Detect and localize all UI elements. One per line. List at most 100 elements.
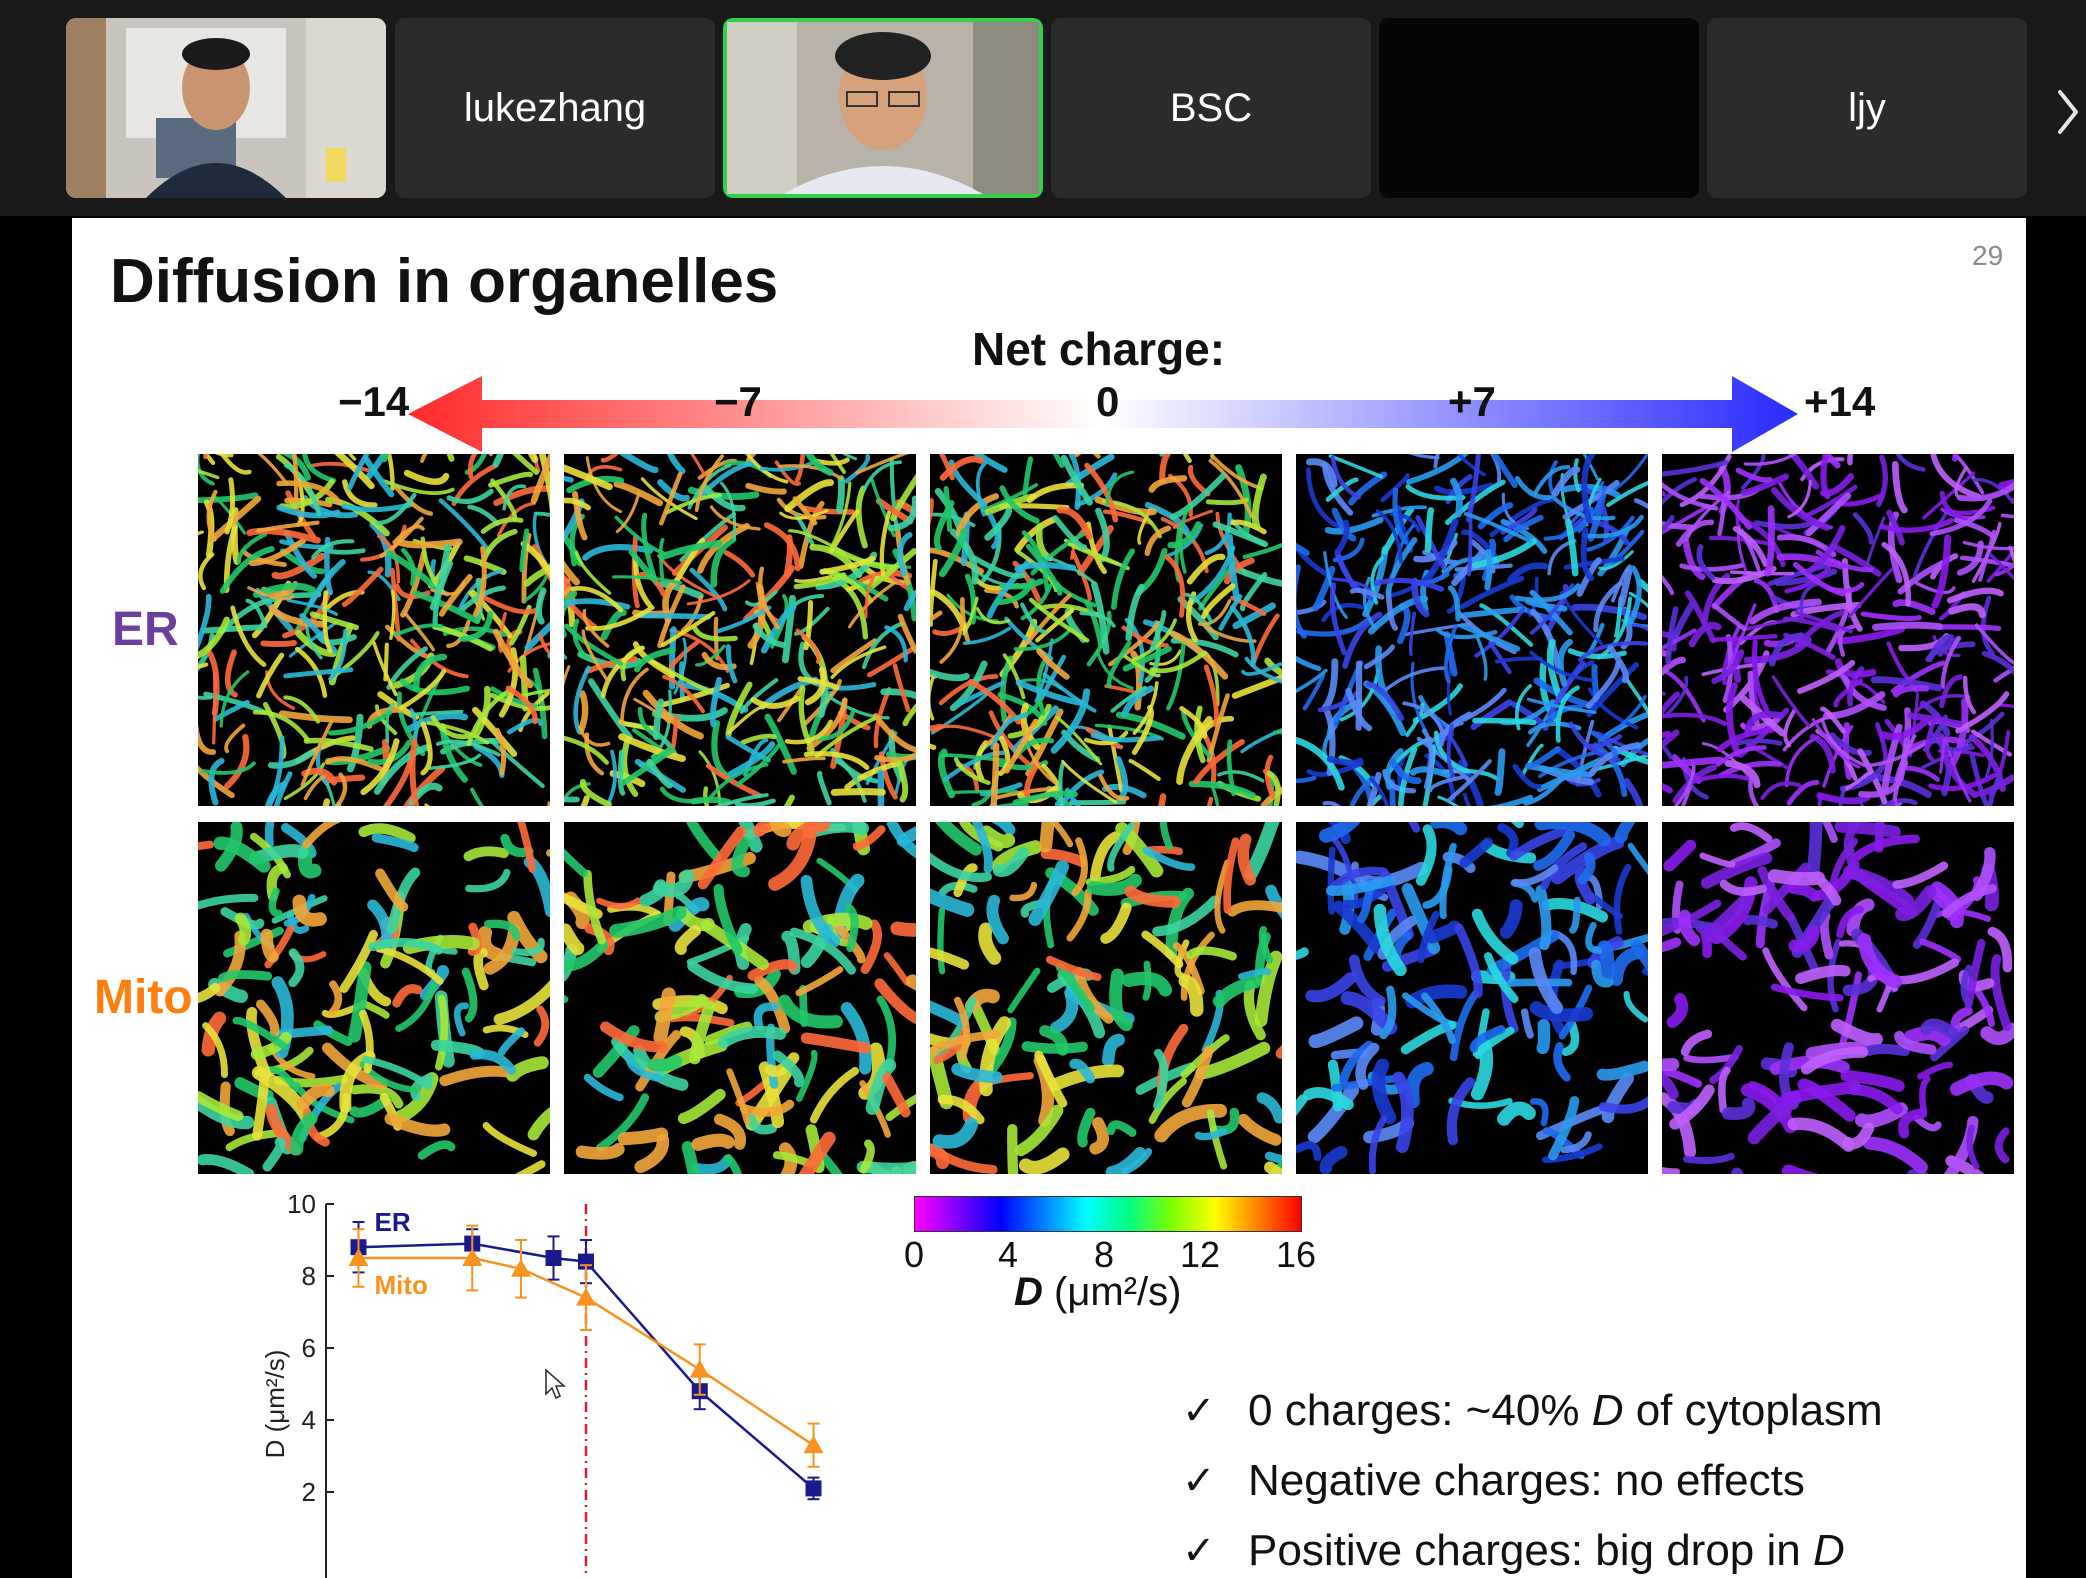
organelle-texture-stroke bbox=[723, 550, 756, 578]
participant-tile-3[interactable] bbox=[723, 18, 1043, 198]
organelle-texture-stroke bbox=[1577, 852, 1596, 885]
organelle-texture-stroke bbox=[779, 509, 829, 520]
organelle-texture-stroke bbox=[1208, 459, 1254, 518]
organelle-texture-stroke bbox=[880, 688, 916, 700]
organelle-texture-stroke bbox=[1926, 634, 1955, 663]
conclusion-text: Positive charges: big drop in bbox=[1248, 1526, 1801, 1575]
organelle-texture-stroke bbox=[1551, 466, 1581, 497]
organelle-texture-stroke bbox=[634, 1133, 670, 1174]
data-point-mito bbox=[462, 1248, 483, 1266]
organelle-texture-stroke bbox=[564, 464, 613, 491]
organelle-texture-stroke bbox=[806, 697, 848, 751]
organelle-texture-stroke bbox=[1662, 730, 1672, 739]
organelle-texture-stroke bbox=[1149, 650, 1207, 674]
organelle-texture-stroke bbox=[803, 751, 870, 771]
organelle-texture-stroke bbox=[1550, 836, 1625, 885]
organelle-texture-stroke bbox=[498, 1027, 526, 1056]
organelle-texture-stroke bbox=[724, 1154, 742, 1174]
organelle-texture-stroke bbox=[1227, 900, 1282, 917]
organelle-texture-stroke bbox=[1125, 583, 1145, 642]
organelle-texture-stroke bbox=[313, 1092, 351, 1141]
organelle-texture-stroke bbox=[972, 454, 1008, 473]
organelle-texture-stroke bbox=[1329, 582, 1347, 656]
organelle-texture-stroke bbox=[750, 695, 801, 709]
organelle-texture-stroke bbox=[198, 530, 204, 536]
organelle-texture-stroke bbox=[198, 1091, 244, 1122]
organelle-texture-stroke bbox=[694, 454, 725, 513]
organelle-texture-stroke bbox=[1406, 454, 1470, 485]
colorbar-tick: 16 bbox=[1276, 1234, 1317, 1275]
organelle-texture-stroke bbox=[817, 770, 832, 806]
organelle-texture-stroke bbox=[1235, 566, 1282, 587]
organelle-texture-stroke bbox=[267, 749, 315, 769]
organelle-texture-stroke bbox=[769, 822, 792, 837]
organelle-texture-stroke bbox=[1805, 492, 1852, 537]
organelle-texture-stroke bbox=[1069, 1058, 1096, 1084]
organelle-texture-stroke bbox=[1166, 523, 1204, 558]
organelle-texture-stroke bbox=[223, 926, 284, 958]
organelle-texture-stroke bbox=[1336, 553, 1374, 601]
organelle-texture-stroke bbox=[564, 598, 631, 610]
organelle-texture-stroke bbox=[410, 709, 464, 717]
conclusion-item: ✓ Negative charges: no effects bbox=[1182, 1446, 1883, 1516]
organelle-texture-stroke bbox=[797, 676, 840, 691]
organelle-texture-stroke bbox=[609, 905, 687, 938]
participant-name: ljy bbox=[1848, 85, 1886, 130]
organelle-texture-stroke bbox=[260, 639, 297, 647]
organelle-texture-stroke bbox=[1542, 1143, 1603, 1164]
organelle-texture-stroke bbox=[1302, 1087, 1354, 1111]
organelle-texture-stroke bbox=[1068, 454, 1082, 510]
participant-tile-5[interactable] bbox=[1379, 18, 1699, 198]
organelle-texture-stroke bbox=[1379, 985, 1397, 1040]
organelle-texture-stroke bbox=[1444, 479, 1506, 526]
organelle-texture-stroke bbox=[1012, 790, 1078, 806]
organelle-texture-stroke bbox=[1898, 1108, 1928, 1139]
organelle-texture-stroke bbox=[573, 665, 591, 734]
organelle-texture-stroke bbox=[1749, 598, 1822, 625]
organelle-texture-stroke bbox=[1363, 644, 1396, 670]
organelle-texture-stroke bbox=[1678, 909, 1701, 947]
organelle-texture-stroke bbox=[257, 454, 289, 486]
organelle-texture-stroke bbox=[1159, 454, 1172, 484]
organelle-texture-stroke bbox=[480, 517, 524, 534]
organelle-texture-stroke bbox=[1366, 771, 1382, 806]
organelle-texture-stroke bbox=[1557, 638, 1573, 687]
participant-tile-6[interactable]: ljy bbox=[1707, 18, 2027, 198]
organelle-texture-stroke bbox=[246, 1006, 272, 1080]
organelle-texture-stroke bbox=[273, 771, 293, 806]
participant-tile-4[interactable]: BSC bbox=[1051, 18, 1371, 198]
organelle-texture-stroke bbox=[1679, 563, 1744, 572]
er-image-minus14 bbox=[198, 454, 550, 806]
organelle-texture-stroke bbox=[1036, 648, 1070, 680]
participant-tile-1[interactable] bbox=[66, 18, 386, 198]
organelle-texture-stroke bbox=[362, 1055, 433, 1090]
organelle-texture-stroke bbox=[620, 747, 675, 787]
organelle-texture-stroke bbox=[978, 922, 1002, 965]
organelle-texture-stroke bbox=[1529, 650, 1594, 683]
organelle-texture-stroke bbox=[538, 454, 550, 515]
organelle-texture-stroke bbox=[1167, 521, 1202, 549]
organelle-texture-stroke bbox=[856, 1160, 916, 1174]
participant-tile-2[interactable]: lukezhang bbox=[395, 18, 715, 198]
organelle-texture-stroke bbox=[1662, 937, 1682, 953]
organelle-texture-stroke bbox=[1230, 519, 1267, 535]
organelle-texture-stroke bbox=[400, 550, 427, 618]
organelle-texture-stroke bbox=[833, 922, 866, 964]
organelle-texture-stroke bbox=[674, 537, 706, 583]
organelle-texture-stroke bbox=[816, 707, 856, 742]
organelle-texture-stroke bbox=[949, 660, 988, 712]
organelle-texture-stroke bbox=[572, 618, 589, 660]
organelle-texture-stroke bbox=[363, 455, 395, 498]
organelle-texture-stroke bbox=[990, 742, 1000, 806]
organelle-texture-stroke bbox=[1952, 454, 1959, 462]
organelle-texture-stroke bbox=[979, 1016, 1012, 1097]
next-page-chevron-icon[interactable] bbox=[2050, 82, 2086, 142]
organelle-texture-stroke bbox=[1907, 1169, 1930, 1174]
data-point-er bbox=[805, 1480, 822, 1497]
organelle-texture-stroke bbox=[1408, 822, 1421, 833]
organelle-texture-stroke bbox=[1946, 587, 2004, 604]
organelle-texture-stroke bbox=[493, 485, 550, 507]
organelle-texture-stroke bbox=[734, 798, 776, 806]
organelle-texture-stroke bbox=[844, 903, 859, 953]
organelle-texture-stroke bbox=[1408, 611, 1416, 656]
